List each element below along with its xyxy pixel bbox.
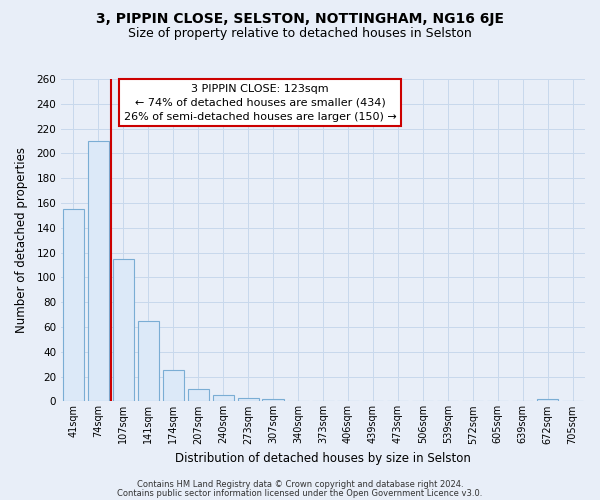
Bar [63,209,84,402]
Text: Contains HM Land Registry data © Crown copyright and database right 2024.: Contains HM Land Registry data © Crown c… [137,480,463,489]
Bar [238,398,259,402]
Bar [137,321,159,402]
Bar [113,259,134,402]
Bar [163,370,184,402]
Bar [537,399,558,402]
Bar [88,141,109,402]
Bar [262,399,284,402]
Text: 3, PIPPIN CLOSE, SELSTON, NOTTINGHAM, NG16 6JE: 3, PIPPIN CLOSE, SELSTON, NOTTINGHAM, NG… [96,12,504,26]
Text: Size of property relative to detached houses in Selston: Size of property relative to detached ho… [128,28,472,40]
X-axis label: Distribution of detached houses by size in Selston: Distribution of detached houses by size … [175,452,471,465]
Text: 3 PIPPIN CLOSE: 123sqm
← 74% of detached houses are smaller (434)
26% of semi-de: 3 PIPPIN CLOSE: 123sqm ← 74% of detached… [124,84,397,122]
Bar [188,389,209,402]
Y-axis label: Number of detached properties: Number of detached properties [15,147,28,333]
Text: Contains public sector information licensed under the Open Government Licence v3: Contains public sector information licen… [118,488,482,498]
Bar [212,395,234,402]
